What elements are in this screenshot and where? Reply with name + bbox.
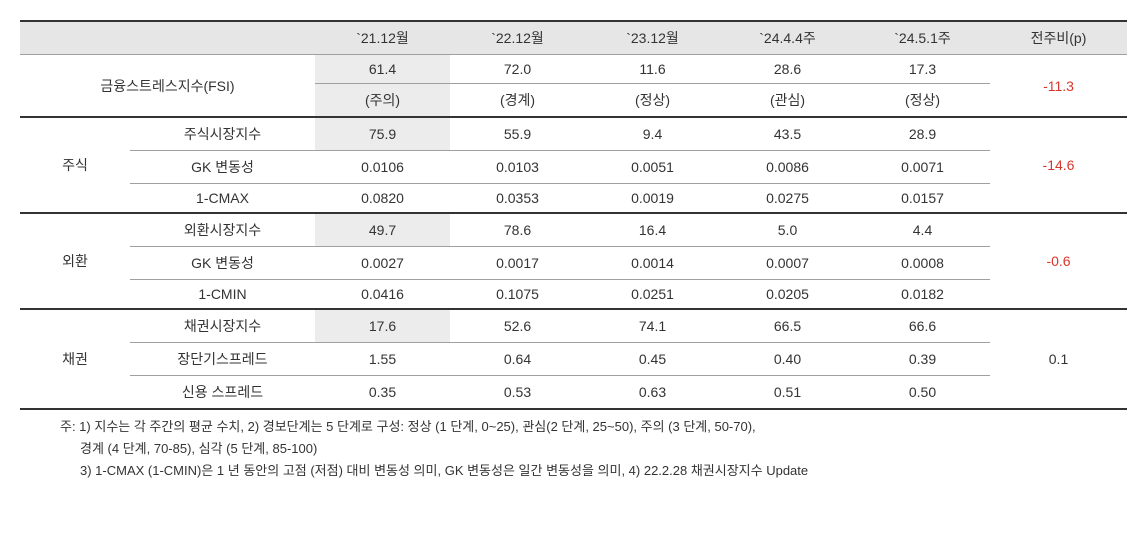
bond-row0-label: 채권시장지수 — [130, 309, 315, 343]
bond-r1-v4: 0.39 — [855, 343, 990, 376]
stock-r2-v0: 0.0820 — [315, 184, 450, 214]
fx-r1-v1: 0.0017 — [450, 247, 585, 280]
bond-r0-v0: 17.6 — [315, 309, 450, 343]
fx-row1-label: GK 변동성 — [130, 247, 315, 280]
fsi-table: `21.12월 `22.12월 `23.12월 `24.4.4주 `24.5.1… — [20, 20, 1127, 410]
fx-r2-v2: 0.0251 — [585, 280, 720, 310]
stock-row-1: GK 변동성 0.0106 0.0103 0.0051 0.0086 0.007… — [20, 151, 1127, 184]
fsi-values-row: 금융스트레스지수(FSI) 61.4 72.0 11.6 28.6 17.3 -… — [20, 55, 1127, 84]
footnote-line-1: 주: 1) 지수는 각 주간의 평균 수치, 2) 경보단계는 5 단계로 구성… — [60, 416, 1127, 438]
stock-r2-v2: 0.0019 — [585, 184, 720, 214]
bond-row-2: 신용 스프레드 0.35 0.53 0.63 0.51 0.50 — [20, 376, 1127, 410]
bond-row2-label: 신용 스프레드 — [130, 376, 315, 410]
stock-row1-label: GK 변동성 — [130, 151, 315, 184]
stock-r1-v4: 0.0071 — [855, 151, 990, 184]
fx-r0-v2: 16.4 — [585, 213, 720, 247]
bond-group-label: 채권 — [20, 309, 130, 409]
fsi-label: 금융스트레스지수(FSI) — [20, 55, 315, 118]
fsi-level-2: (정상) — [585, 84, 720, 118]
fx-row-1: GK 변동성 0.0027 0.0017 0.0014 0.0007 0.000… — [20, 247, 1127, 280]
fx-r2-v1: 0.1075 — [450, 280, 585, 310]
fx-r2-v0: 0.0416 — [315, 280, 450, 310]
bond-r2-v0: 0.35 — [315, 376, 450, 410]
bond-change: 0.1 — [990, 309, 1127, 409]
fsi-val-4: 17.3 — [855, 55, 990, 84]
fx-group-label: 외환 — [20, 213, 130, 309]
header-col-change: 전주비(p) — [990, 21, 1127, 55]
fx-r1-v0: 0.0027 — [315, 247, 450, 280]
stock-r1-v3: 0.0086 — [720, 151, 855, 184]
fsi-val-1: 72.0 — [450, 55, 585, 84]
fx-r1-v4: 0.0008 — [855, 247, 990, 280]
bond-row1-label: 장단기스프레드 — [130, 343, 315, 376]
fx-row2-label: 1-CMIN — [130, 280, 315, 310]
fsi-change: -11.3 — [990, 55, 1127, 118]
footnotes: 주: 1) 지수는 각 주간의 평균 수치, 2) 경보단계는 5 단계로 구성… — [20, 410, 1127, 482]
stock-r0-v2: 9.4 — [585, 117, 720, 151]
header-col-24-4-4: `24.4.4주 — [720, 21, 855, 55]
fsi-val-2: 11.6 — [585, 55, 720, 84]
stock-r0-v4: 28.9 — [855, 117, 990, 151]
bond-r0-v3: 66.5 — [720, 309, 855, 343]
fsi-level-1: (경계) — [450, 84, 585, 118]
header-row: `21.12월 `22.12월 `23.12월 `24.4.4주 `24.5.1… — [20, 21, 1127, 55]
stock-r0-v3: 43.5 — [720, 117, 855, 151]
bond-r0-v4: 66.6 — [855, 309, 990, 343]
bond-r2-v1: 0.53 — [450, 376, 585, 410]
bond-r0-v1: 52.6 — [450, 309, 585, 343]
header-col-24-5-1: `24.5.1주 — [855, 21, 990, 55]
stock-r2-v3: 0.0275 — [720, 184, 855, 214]
bond-r0-v2: 74.1 — [585, 309, 720, 343]
header-col-21-12: `21.12월 — [315, 21, 450, 55]
stock-r1-v0: 0.0106 — [315, 151, 450, 184]
fx-r0-v3: 5.0 — [720, 213, 855, 247]
stock-r2-v4: 0.0157 — [855, 184, 990, 214]
bond-row-0: 채권 채권시장지수 17.6 52.6 74.1 66.5 66.6 0.1 — [20, 309, 1127, 343]
header-col-23-12: `23.12월 — [585, 21, 720, 55]
fx-change: -0.6 — [990, 213, 1127, 309]
stock-r1-v2: 0.0051 — [585, 151, 720, 184]
stock-group-label: 주식 — [20, 117, 130, 213]
stock-r0-v0: 75.9 — [315, 117, 450, 151]
bond-r2-v3: 0.51 — [720, 376, 855, 410]
fx-r2-v4: 0.0182 — [855, 280, 990, 310]
bond-r1-v0: 1.55 — [315, 343, 450, 376]
stock-row0-label: 주식시장지수 — [130, 117, 315, 151]
fx-r0-v4: 4.4 — [855, 213, 990, 247]
fx-row0-label: 외환시장지수 — [130, 213, 315, 247]
stock-r2-v1: 0.0353 — [450, 184, 585, 214]
header-blank — [20, 21, 315, 55]
fsi-level-4: (정상) — [855, 84, 990, 118]
bond-r1-v3: 0.40 — [720, 343, 855, 376]
fx-row-0: 외환 외환시장지수 49.7 78.6 16.4 5.0 4.4 -0.6 — [20, 213, 1127, 247]
stock-row-2: 1-CMAX 0.0820 0.0353 0.0019 0.0275 0.015… — [20, 184, 1127, 214]
stock-r1-v1: 0.0103 — [450, 151, 585, 184]
fx-r1-v2: 0.0014 — [585, 247, 720, 280]
stock-r0-v1: 55.9 — [450, 117, 585, 151]
bond-row-1: 장단기스프레드 1.55 0.64 0.45 0.40 0.39 — [20, 343, 1127, 376]
stock-row-0: 주식 주식시장지수 75.9 55.9 9.4 43.5 28.9 -14.6 — [20, 117, 1127, 151]
footnote-line-3: 3) 1-CMAX (1-CMIN)은 1 년 동안의 고점 (저점) 대비 변… — [60, 460, 1127, 482]
fx-r2-v3: 0.0205 — [720, 280, 855, 310]
bond-r1-v1: 0.64 — [450, 343, 585, 376]
fx-r0-v1: 78.6 — [450, 213, 585, 247]
fsi-level-0: (주의) — [315, 84, 450, 118]
fsi-level-3: (관심) — [720, 84, 855, 118]
stock-change: -14.6 — [990, 117, 1127, 213]
fx-r0-v0: 49.7 — [315, 213, 450, 247]
fsi-val-0: 61.4 — [315, 55, 450, 84]
footnote-line-2: 경계 (4 단계, 70-85), 심각 (5 단계, 85-100) — [60, 438, 1127, 460]
fx-r1-v3: 0.0007 — [720, 247, 855, 280]
bond-r2-v2: 0.63 — [585, 376, 720, 410]
bond-r2-v4: 0.50 — [855, 376, 990, 410]
fsi-val-3: 28.6 — [720, 55, 855, 84]
stock-row2-label: 1-CMAX — [130, 184, 315, 214]
header-col-22-12: `22.12월 — [450, 21, 585, 55]
bond-r1-v2: 0.45 — [585, 343, 720, 376]
fx-row-2: 1-CMIN 0.0416 0.1075 0.0251 0.0205 0.018… — [20, 280, 1127, 310]
